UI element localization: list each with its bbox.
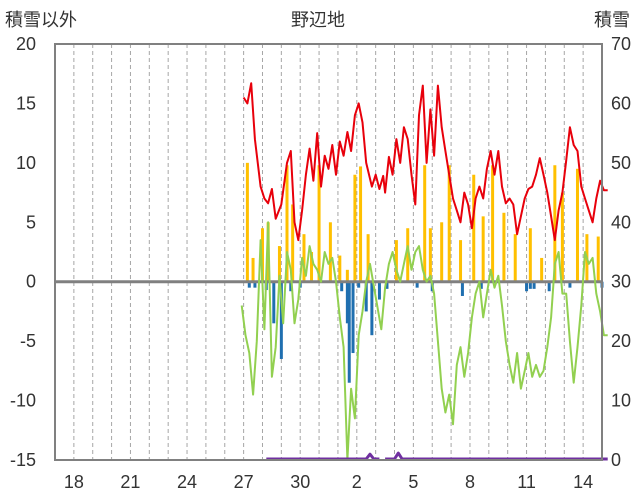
- x-tick: 2: [352, 472, 362, 492]
- precip-bar: [547, 281, 551, 292]
- precip-bar: [347, 281, 351, 383]
- precip-bar: [345, 281, 349, 324]
- x-tick: 14: [573, 472, 593, 492]
- sunshine-bar: [481, 216, 485, 282]
- sunshine-bar: [345, 269, 349, 282]
- snow-depth-line: [266, 452, 380, 461]
- x-tick: 11: [517, 472, 536, 492]
- precip-bar: [351, 281, 355, 354]
- sunshine-bar: [291, 204, 295, 282]
- precip-bar: [532, 281, 536, 289]
- precip-bar: [377, 281, 381, 300]
- sunshine-bar: [277, 246, 281, 282]
- x-tick: 27: [234, 472, 254, 492]
- y-tick-right: 50: [611, 153, 631, 173]
- precip-bar: [370, 281, 374, 336]
- precip-bar: [253, 281, 257, 288]
- sunshine-bar: [553, 165, 557, 282]
- y-tick-left: -15: [10, 450, 36, 470]
- y-tick-left: 15: [16, 93, 36, 113]
- y-tick-right: 40: [611, 212, 631, 232]
- y-tick-left: -5: [20, 331, 36, 351]
- sunshine-bar: [502, 212, 506, 282]
- sunshine-bar: [472, 174, 476, 282]
- sunshine-bar: [366, 234, 370, 282]
- sunshine-bar: [513, 234, 517, 282]
- y-tick-left: 0: [26, 272, 36, 292]
- left-y-ticks: 20 15 10 5 0 -5 -10 -15: [10, 34, 36, 470]
- x-tick: 30: [290, 472, 310, 492]
- y-tick-right: 30: [611, 272, 631, 292]
- precip-bar: [568, 281, 572, 288]
- sunshine-bar: [575, 168, 579, 282]
- y-tick-right: 0: [611, 450, 621, 470]
- sunshine-bar: [251, 257, 255, 282]
- chart-title: 野辺地: [291, 10, 345, 30]
- precip-bar: [357, 281, 361, 288]
- x-tick: 21: [120, 472, 140, 492]
- sunshine-bar: [596, 236, 600, 282]
- sunshine-bar: [491, 165, 495, 282]
- precip-bar: [272, 281, 276, 324]
- min_temp-line: [240, 221, 608, 461]
- sunshine-bar: [428, 228, 432, 282]
- sunshine-bar: [440, 222, 444, 282]
- x-tick: 5: [408, 472, 418, 492]
- plot-frame: [54, 43, 603, 461]
- x-tick: 18: [64, 472, 84, 492]
- sunshine-bar: [528, 228, 532, 282]
- precip-bar: [460, 281, 464, 296]
- sunshine-bar: [406, 228, 410, 282]
- sunshine-bar: [328, 222, 332, 282]
- max_temp-line: [242, 82, 608, 242]
- precip-bar: [528, 281, 532, 289]
- precip-bar: [279, 281, 283, 359]
- sunshine-bar: [423, 165, 427, 282]
- sunshine-bar: [302, 234, 306, 282]
- y-tick-left: 20: [16, 34, 36, 54]
- sunshine-bar: [310, 252, 314, 282]
- sunshine-bar: [317, 165, 321, 282]
- sunshine-bar: [338, 255, 342, 282]
- right-y-ticks: 70 60 50 40 30 20 10 0: [611, 34, 631, 470]
- x-tick: 24: [177, 472, 197, 492]
- y-tick-left: 5: [26, 212, 36, 232]
- right-axis-label: 積雪: [594, 10, 630, 30]
- y-tick-right: 10: [611, 391, 631, 411]
- sunshine-bar: [394, 240, 398, 282]
- y-tick-right: 20: [611, 331, 631, 351]
- x-ticks: 18 21 24 27 30 2 5 8 11 14: [64, 472, 593, 492]
- snow-depth-line: [266, 451, 608, 461]
- precip-bar: [364, 281, 368, 312]
- precip-bar: [525, 281, 529, 292]
- sunshine-bar: [447, 165, 451, 282]
- temperature-lines: [240, 82, 608, 461]
- left-axis-label: 積雪以外: [5, 10, 77, 30]
- vertical-grid: [73, 44, 584, 460]
- sunshine-bar: [245, 162, 249, 282]
- sunshine-bar: [459, 240, 463, 282]
- y-tick-left: -10: [10, 391, 36, 411]
- sunshine-bar: [353, 174, 357, 282]
- x-tick: 8: [465, 472, 475, 492]
- sunshine-bar: [285, 165, 289, 282]
- y-tick-right: 60: [611, 93, 631, 113]
- precip-bar: [340, 281, 344, 292]
- precip-bar: [479, 281, 483, 289]
- snow-depth-line: [385, 451, 608, 461]
- y-tick-right: 70: [611, 34, 631, 54]
- y-tick-left: 10: [16, 153, 36, 173]
- precip-bar: [415, 281, 419, 288]
- sunshine-bar: [260, 228, 264, 282]
- sunshine-bar: [359, 166, 363, 282]
- sunshine-bar: [560, 192, 564, 282]
- precip-bar: [385, 281, 389, 289]
- precip-bar: [289, 281, 293, 292]
- sunshine-bars: [245, 162, 600, 282]
- precip-bar: [247, 281, 251, 288]
- sunshine-bar: [540, 257, 544, 282]
